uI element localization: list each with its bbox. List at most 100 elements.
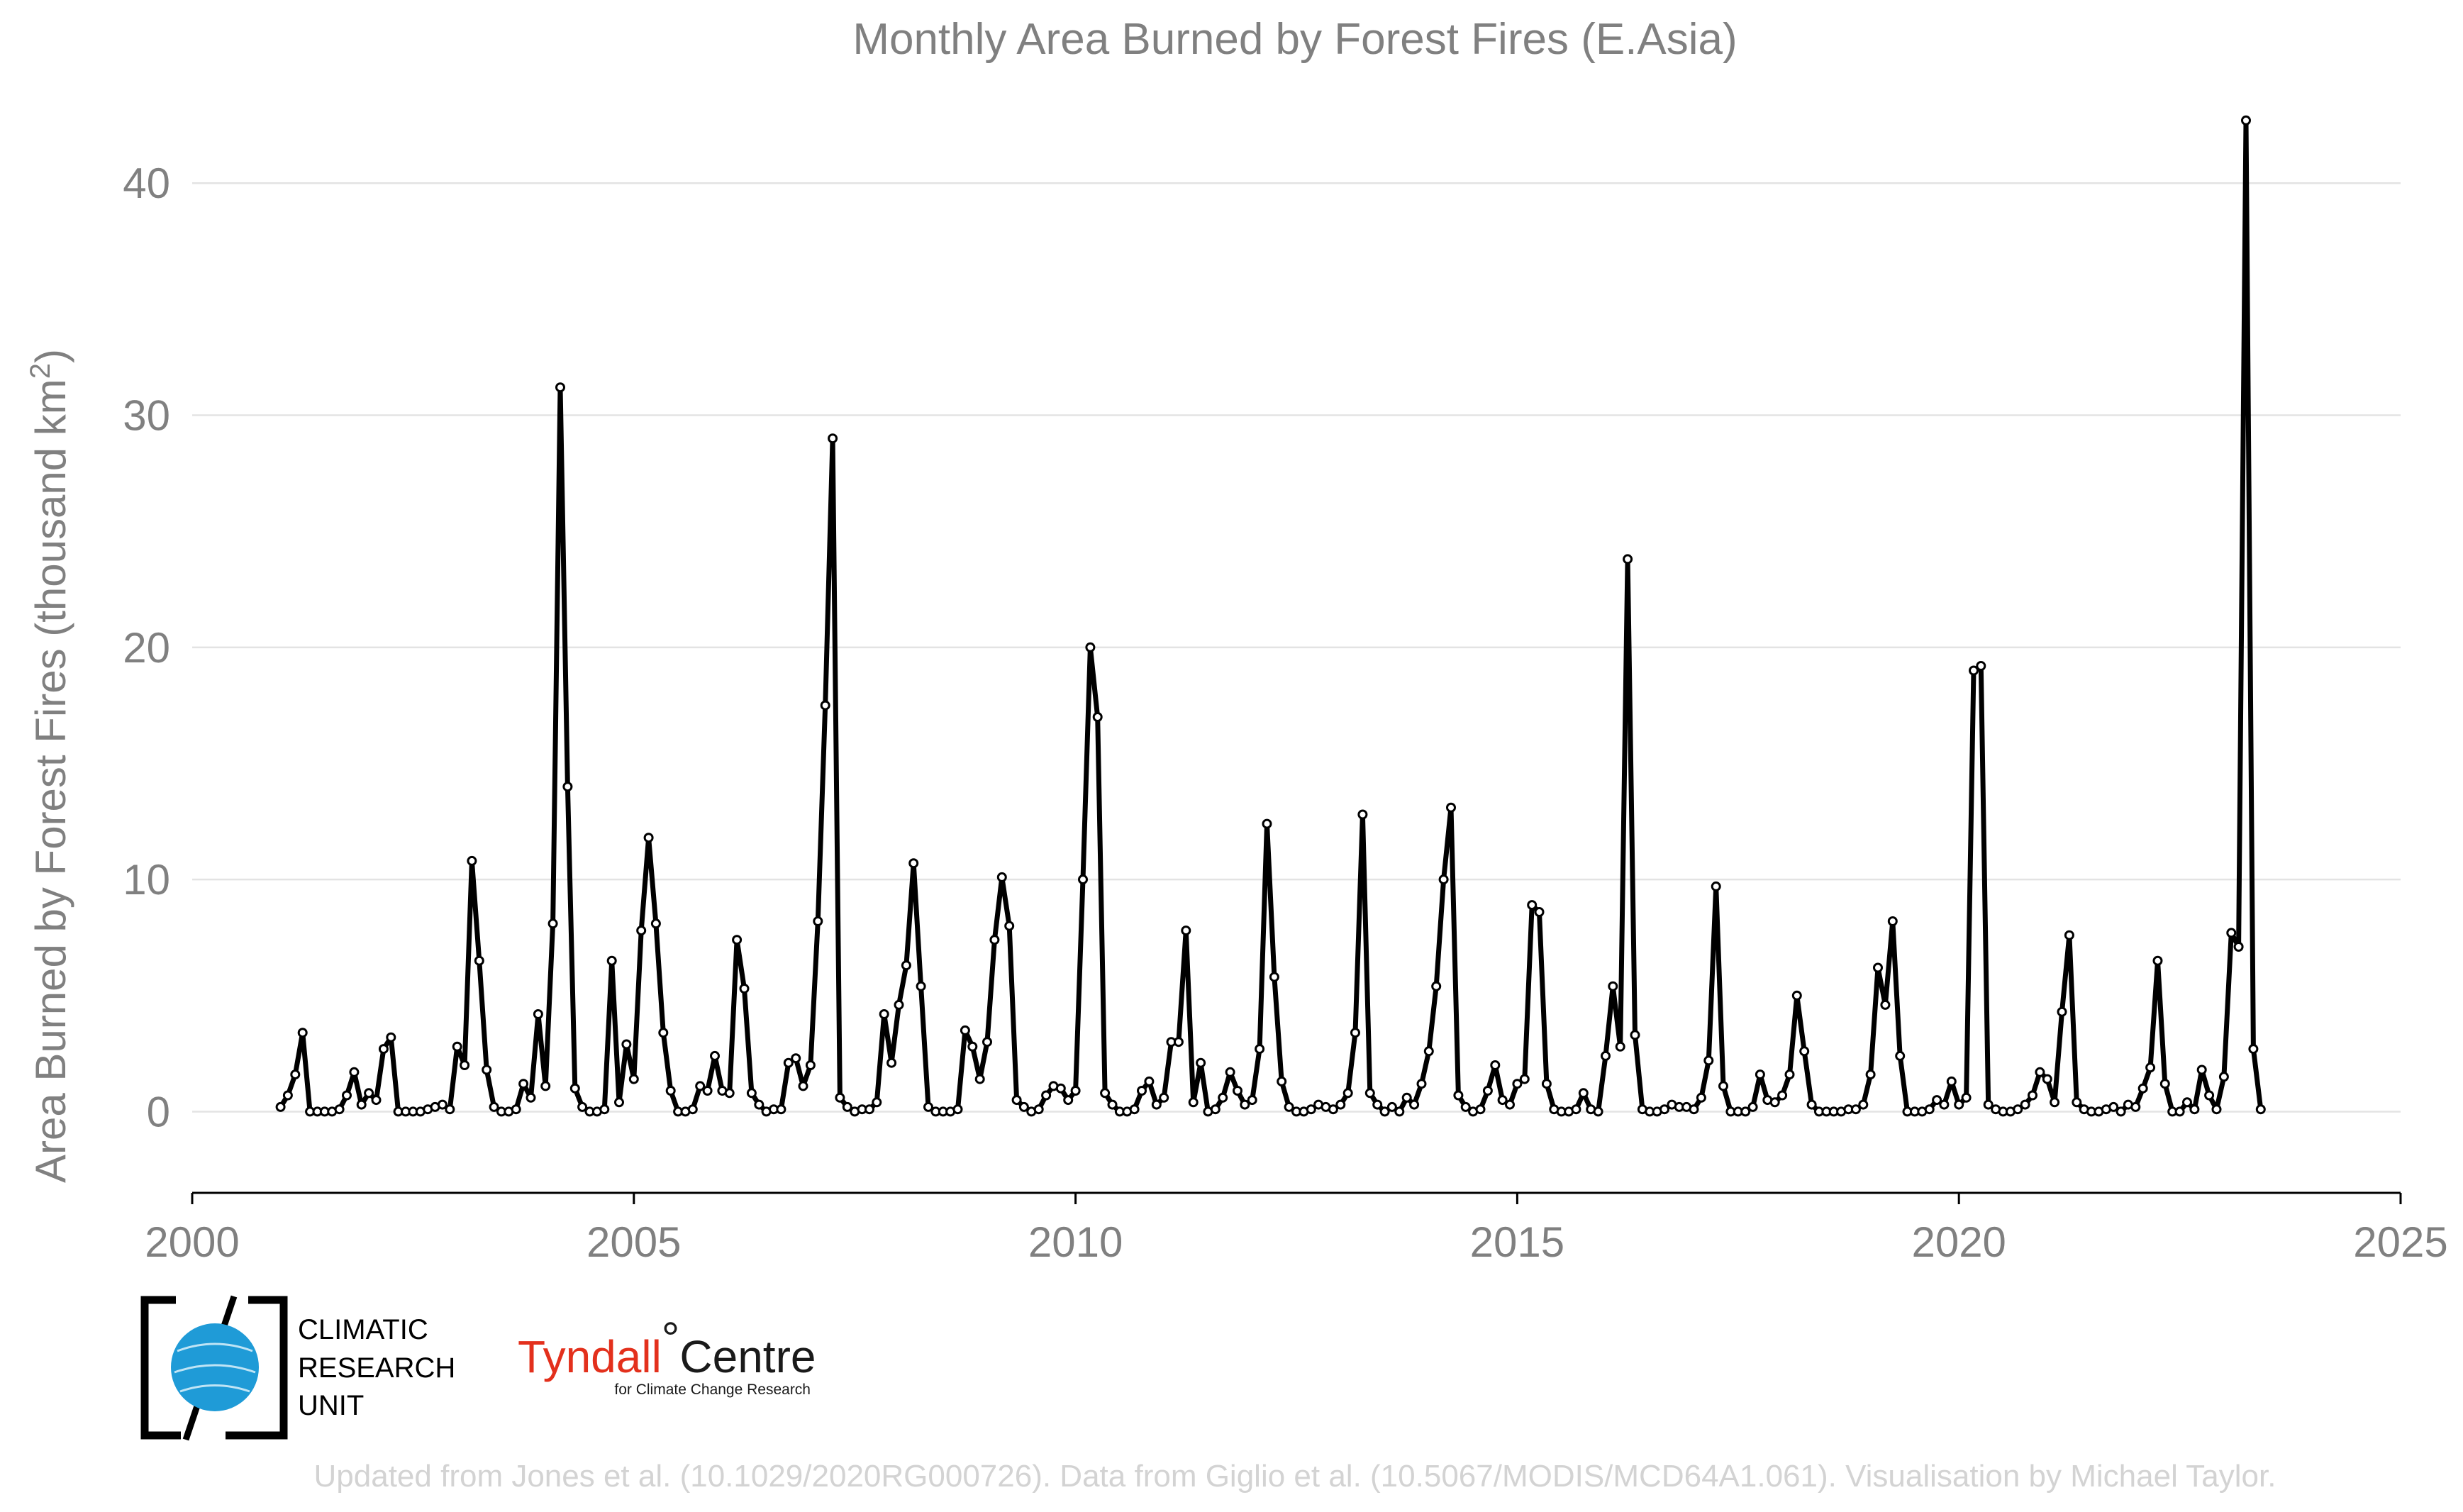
series-line — [278, 118, 2264, 1114]
data-point — [1777, 1090, 1788, 1101]
y-tick-label: 30 — [123, 392, 170, 440]
cru-logo-line3: UNIT — [298, 1390, 364, 1421]
data-point — [2057, 1006, 2067, 1017]
data-point — [702, 1086, 713, 1096]
data-point — [687, 1104, 698, 1115]
data-point — [901, 960, 911, 971]
data-point — [776, 1104, 786, 1115]
data-point — [1865, 1069, 1876, 1080]
data-point — [2152, 955, 2163, 966]
x-tick-label: 2015 — [1470, 1218, 1564, 1266]
data-point — [1718, 1081, 1728, 1091]
data-point — [1233, 1086, 1242, 1096]
data-point — [1350, 1028, 1360, 1038]
data-point — [606, 955, 617, 966]
data-point — [650, 918, 661, 929]
data-point — [460, 1060, 470, 1070]
y-axis-label-superscript: 2 — [25, 363, 56, 379]
data-point — [754, 1099, 765, 1110]
x-tick-label: 2025 — [2353, 1218, 2447, 1266]
data-point — [1269, 972, 1279, 982]
data-point — [1534, 907, 1545, 917]
data-point — [1401, 1092, 1412, 1103]
data-point — [386, 1032, 396, 1043]
data-point — [1954, 1099, 1964, 1110]
data-point — [2020, 1099, 2030, 1110]
data-point — [1873, 962, 1883, 973]
data-point — [724, 1088, 735, 1099]
tyndall-logo: Tyndall°Centre for Climate Change Resear… — [518, 1313, 816, 1398]
data-point — [334, 1104, 345, 1115]
data-point — [1924, 1104, 1935, 1115]
data-point — [2130, 1101, 2141, 1112]
data-point — [1490, 1060, 1501, 1070]
data-point — [1225, 1067, 1235, 1077]
data-point — [1689, 1104, 1699, 1115]
data-point — [2241, 115, 2251, 126]
data-point — [1011, 1095, 1022, 1106]
tyndall-name-red: Tyndall — [518, 1331, 662, 1382]
y-axis-label: Area Burned by Forest Fires (thousand km… — [25, 349, 74, 1183]
data-point — [2028, 1090, 2037, 1101]
data-point — [820, 700, 830, 711]
data-point — [1277, 1076, 1287, 1086]
data-point — [1210, 1104, 1221, 1115]
data-point — [1181, 925, 1191, 936]
data-point — [1630, 1030, 1640, 1040]
data-point — [1601, 1050, 1611, 1061]
data-point — [518, 1079, 529, 1089]
globe-lines-icon — [174, 1343, 256, 1393]
y-axis-label-main: Area Burned by Forest Fires (thousand km — [27, 379, 74, 1183]
data-point — [2159, 1079, 2170, 1089]
data-point — [1137, 1086, 1147, 1096]
data-point — [577, 1101, 588, 1112]
data-point — [1593, 1106, 1603, 1117]
data-point — [1218, 1092, 1228, 1103]
data-point — [540, 1081, 551, 1091]
data-point — [1196, 1057, 1206, 1068]
data-point — [982, 1037, 992, 1047]
data-point — [989, 935, 1000, 945]
x-tick-label: 2010 — [1028, 1218, 1123, 1266]
data-point — [1946, 1076, 1957, 1086]
data-point — [2211, 1104, 2222, 1115]
data-point — [1129, 1104, 1140, 1115]
data-point — [1541, 1079, 1552, 1089]
data-point — [371, 1095, 382, 1106]
data-point — [1711, 881, 1721, 891]
data-point — [1755, 1069, 1765, 1080]
data-point — [628, 1074, 639, 1084]
data-point — [1932, 1095, 1942, 1106]
data-point — [842, 1101, 852, 1112]
data-point — [864, 1104, 874, 1115]
data-point — [974, 1074, 985, 1084]
data-point — [1747, 1101, 1758, 1112]
data-point — [1512, 1079, 1523, 1089]
data-point — [1976, 661, 1986, 671]
data-point — [1070, 1086, 1081, 1096]
data-point — [1460, 1101, 1471, 1112]
data-point — [886, 1057, 897, 1068]
data-point — [1571, 1104, 1581, 1115]
data-point — [621, 1039, 632, 1050]
data-point — [1615, 1041, 1625, 1052]
data-point — [1438, 874, 1449, 885]
data-point — [916, 981, 926, 991]
data-point — [1880, 999, 1891, 1010]
data-point — [1961, 1092, 1972, 1103]
data-point — [1497, 1095, 1508, 1106]
data-point — [349, 1067, 360, 1077]
data-point — [835, 1092, 845, 1103]
data-point — [1328, 1104, 1338, 1115]
data-point — [1159, 1092, 1169, 1103]
chart-title: Monthly Area Burned by Forest Fires (E.A… — [852, 15, 1737, 64]
data-point — [1364, 1088, 1375, 1099]
data-point — [474, 955, 484, 966]
data-point — [1969, 665, 1979, 676]
data-point — [1372, 1099, 1383, 1110]
data-point — [1033, 1104, 1044, 1115]
data-point — [2115, 1106, 2126, 1117]
data-point — [872, 1097, 882, 1108]
data-point — [290, 1069, 301, 1080]
data-point — [1284, 1101, 1294, 1112]
